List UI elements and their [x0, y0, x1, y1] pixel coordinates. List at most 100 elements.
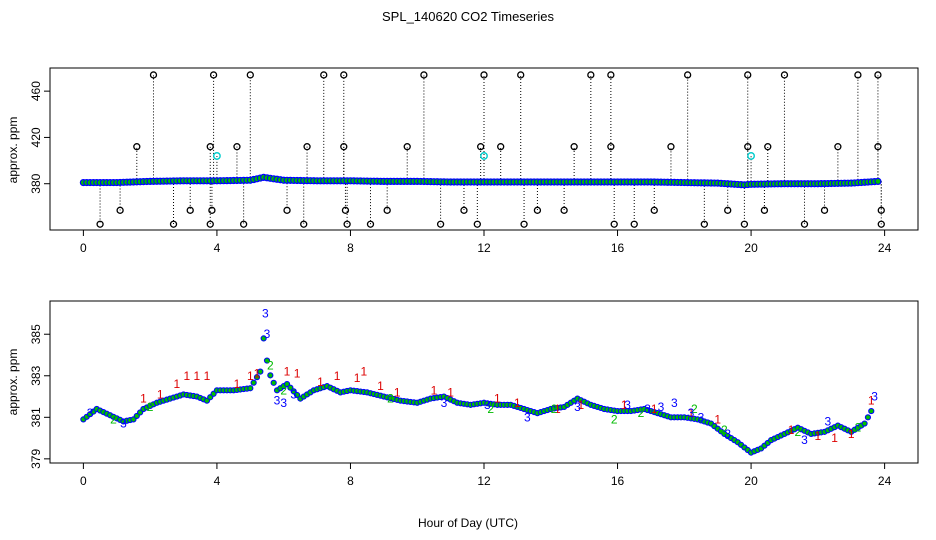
series-3-label: 3: [87, 406, 94, 420]
outlier-point: [874, 71, 882, 79]
outlier-point: [320, 71, 328, 79]
outlier-point: [607, 143, 615, 151]
outlier-point: [340, 143, 348, 151]
series-2-label: 2: [721, 423, 728, 437]
series-1-label: 1: [831, 431, 838, 445]
outlier-point: [340, 71, 348, 79]
data-point: [861, 420, 868, 427]
top-x-tick-label: 8: [347, 241, 354, 255]
series-1-label: 1: [494, 392, 501, 406]
outlier-point: [186, 206, 194, 214]
series-1-label: 1: [868, 394, 875, 408]
outlier-point: [239, 220, 248, 228]
series-3-label: 3: [290, 387, 297, 401]
bottom-x-tick-label: 20: [744, 474, 758, 488]
outlier-point: [560, 206, 568, 214]
bottom-y-tick-label: 381: [29, 407, 43, 427]
data-point: [257, 368, 264, 375]
series-3-label: 3: [801, 433, 808, 447]
flag-point: [747, 152, 755, 160]
series-1-label: 1: [360, 365, 367, 379]
top-y-tick-label: 460: [29, 81, 43, 101]
series-3-label: 3: [120, 417, 127, 431]
series-3-label: 3: [658, 400, 665, 414]
outlier-point: [740, 220, 749, 228]
outlier-point: [497, 143, 505, 151]
series-1-label: 1: [688, 406, 695, 420]
outlier-point: [834, 143, 842, 151]
series-1-label: 1: [447, 385, 454, 399]
series-2-label: 2: [551, 402, 558, 416]
series-1-label: 1: [394, 385, 401, 399]
outlier-point: [208, 206, 216, 214]
top-x-tick-label: 20: [744, 241, 758, 255]
series-3-label: 3: [624, 398, 631, 412]
series-3-label: 3: [688, 406, 695, 420]
series-1-label: 1: [788, 423, 795, 437]
series-2-label: 2: [487, 402, 494, 416]
outlier-point: [477, 143, 485, 151]
outlier-point: [403, 143, 411, 151]
outlier-point: [744, 143, 752, 151]
outlier-point: [780, 71, 789, 79]
series-1-label: 1: [174, 377, 181, 391]
series-1-label: 1: [234, 377, 241, 391]
outlier-point: [667, 143, 675, 151]
bottom-x-tick-label: 0: [80, 474, 87, 488]
series-3-label: 3: [262, 306, 269, 320]
series-1-label: 1: [184, 369, 191, 383]
series-1-label: 1: [334, 369, 341, 383]
series-2-label: 2: [387, 392, 394, 406]
top-y-tick-label: 420: [29, 127, 43, 147]
bottom-x-tick-label: 24: [878, 474, 892, 488]
outlier-point: [630, 220, 638, 228]
series-3-label: 3: [644, 402, 651, 416]
outlier-point: [570, 143, 578, 151]
series-1-label: 1: [294, 367, 301, 381]
series-1-label: 1: [431, 383, 438, 397]
outlier-point: [607, 71, 615, 79]
outlier-point: [209, 71, 218, 79]
series-3-label: 3: [264, 327, 271, 341]
outlier-point: [480, 71, 488, 79]
series-3-label: 3: [724, 427, 731, 441]
series-1-label: 1: [194, 369, 201, 383]
outlier-point: [700, 220, 708, 228]
outlier-point: [341, 206, 350, 214]
series-1-label: 1: [577, 398, 584, 412]
series-3-label: 3: [698, 410, 705, 424]
data-point: [868, 407, 875, 415]
data-point: [253, 374, 261, 381]
outlier-point: [283, 206, 291, 214]
outlier-point: [436, 220, 445, 228]
series-2-label: 2: [147, 400, 154, 414]
outlier-point: [206, 220, 214, 228]
outlier-point: [520, 220, 528, 228]
top-plot: 0 4 8 12 16 20 24 380 420 460: [29, 71, 892, 255]
series-1-label: 1: [204, 369, 211, 383]
series-1-label: 1: [317, 375, 324, 389]
outlier-point: [343, 220, 351, 228]
data-point: [270, 379, 277, 386]
outlier-point: [800, 220, 809, 228]
outlier-point: [877, 220, 885, 228]
series-2-label: 2: [280, 383, 287, 397]
top-x-tick-label: 24: [878, 241, 892, 255]
outlier-point: [760, 206, 769, 214]
series-3-label: 3: [524, 410, 531, 424]
series-1-label: 1: [247, 369, 254, 383]
series-3-label: 3: [671, 396, 678, 410]
series-2-label: 2: [110, 412, 117, 426]
series-1-label: 1: [815, 429, 822, 443]
data-point: [263, 357, 271, 364]
series-2-label: 2: [855, 421, 862, 435]
bottom-y-tick-label: 385: [29, 324, 43, 344]
series-1-label: 1: [848, 427, 855, 441]
series-2-label: 2: [638, 406, 645, 420]
series-3-label: 3: [825, 414, 832, 428]
bottom-x-tick-label: 12: [477, 474, 491, 488]
outlier-point: [877, 206, 885, 214]
series-1-label: 1: [284, 365, 291, 379]
top-x-tick-label: 4: [214, 241, 221, 255]
